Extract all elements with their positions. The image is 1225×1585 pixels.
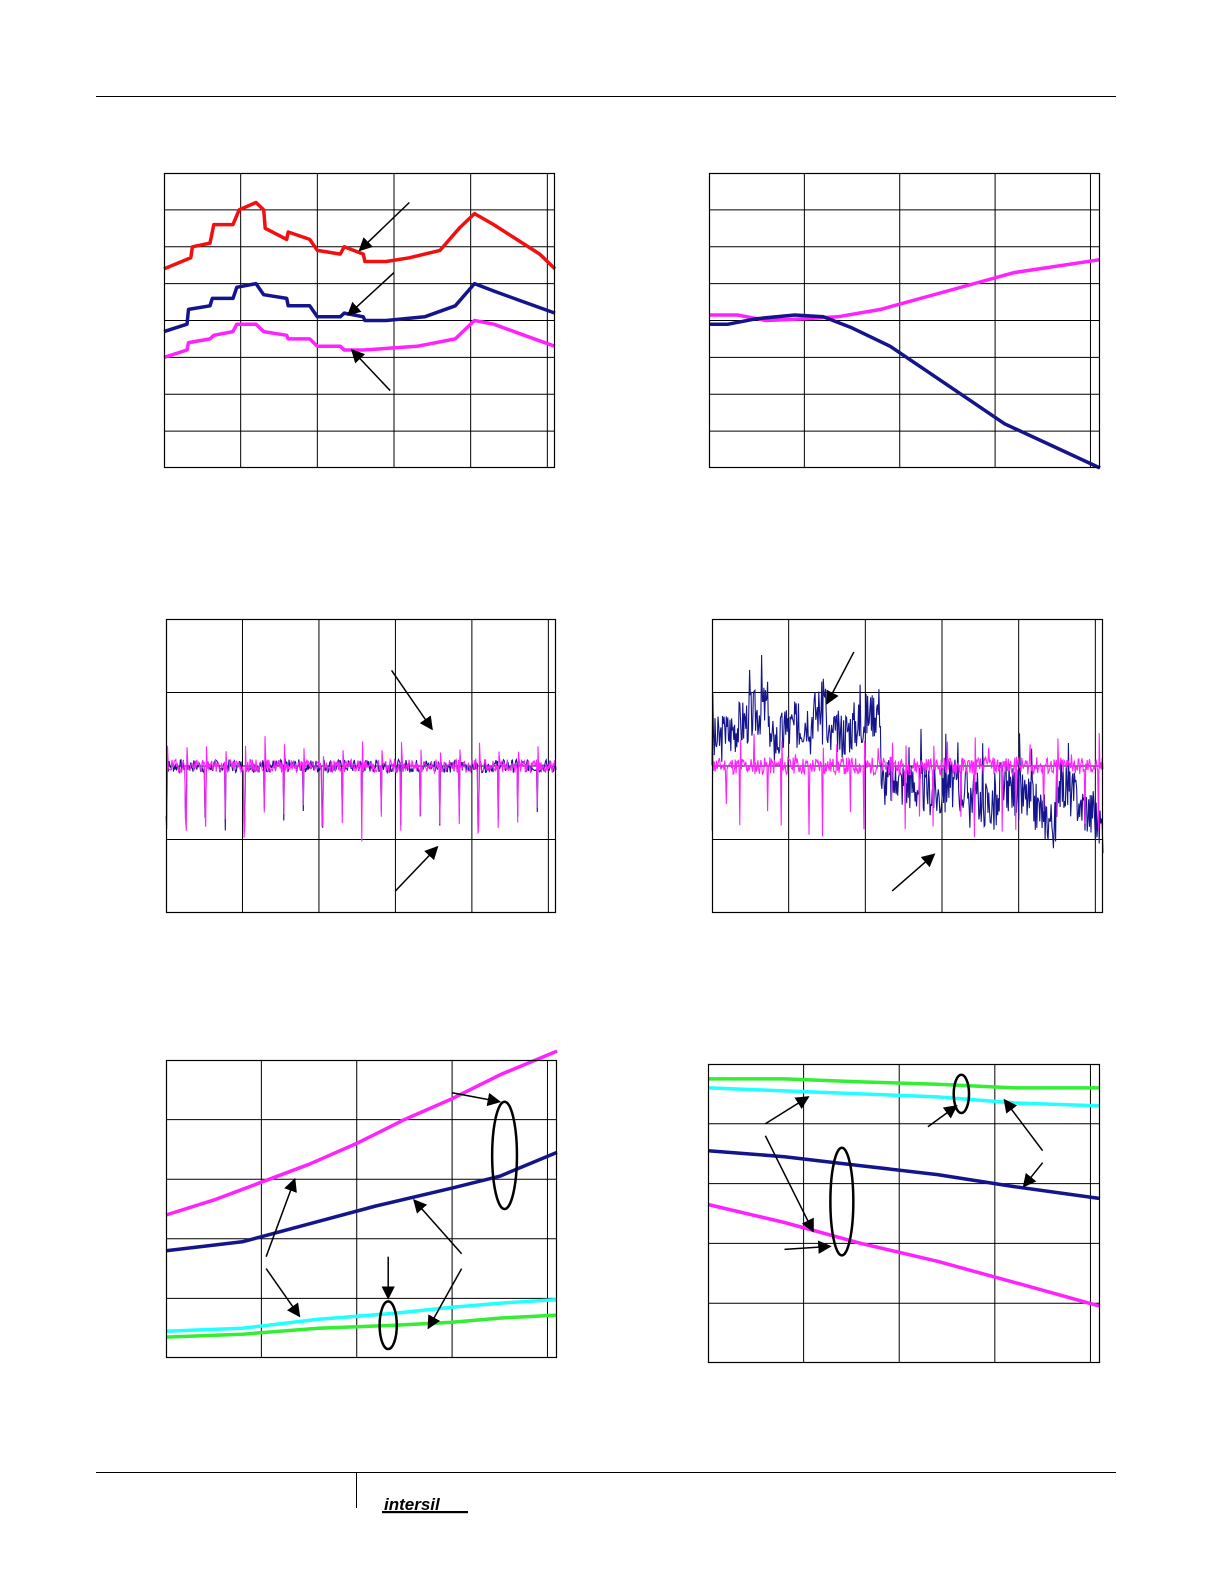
footer-divider (356, 1472, 357, 1508)
annotation-arrow (265, 1177, 297, 1257)
annotation-arrow (413, 1199, 463, 1255)
annotation-ellipse (829, 1146, 855, 1257)
header-rule (96, 96, 1116, 97)
annotation-arrow (764, 1135, 814, 1233)
plot-frame (708, 172, 1101, 469)
series-line-red (163, 200, 557, 271)
series-line-navy (707, 1148, 1101, 1201)
plot-frame (163, 172, 556, 469)
chart-4 (711, 618, 1104, 914)
series-line-navy (163, 281, 556, 334)
series-trace-magenta (711, 732, 1104, 838)
annotation-arrow (427, 1268, 463, 1330)
annotation-arrow (358, 201, 410, 252)
plot-frame (711, 618, 1104, 914)
annotation-arrow (350, 349, 391, 392)
intersil-logo: intersil (382, 1497, 468, 1514)
plot-frame (165, 1059, 558, 1359)
series-line-magenta (707, 1202, 1101, 1308)
series-line-green (165, 1313, 558, 1339)
series-line-green (708, 1077, 1100, 1090)
annotation-arrow (1022, 1162, 1044, 1188)
footer-rule (96, 1472, 1116, 1473)
annotation-arrow (394, 845, 439, 892)
annotation-arrow (784, 1240, 832, 1254)
annotation-arrow (347, 272, 395, 316)
series-line-magenta (163, 318, 556, 360)
chart-6 (707, 1063, 1101, 1364)
annotation-arrow (826, 651, 855, 705)
chart-3 (165, 618, 557, 914)
annotation-ellipse (490, 1100, 519, 1211)
annotation-arrow (390, 670, 433, 731)
annotation-arrow (764, 1096, 810, 1125)
chart-5 (165, 1049, 558, 1359)
annotation-arrow (265, 1268, 301, 1318)
series-line-magenta (709, 257, 1101, 323)
annotation-arrow (927, 1105, 958, 1128)
plot-frame (165, 618, 557, 914)
series-line-navy (709, 313, 1101, 470)
plot-frame (707, 1063, 1101, 1364)
series-line-magenta (165, 1049, 558, 1217)
annotation-arrow (451, 1092, 502, 1107)
series-trace-magenta (165, 736, 557, 842)
annotation-ellipse (952, 1073, 971, 1115)
chart-1 (163, 172, 557, 469)
series-line-cyan (707, 1086, 1101, 1108)
series-trace-navy (711, 654, 1104, 854)
series-line-navy (165, 1150, 558, 1253)
logo-text: intersil (384, 1497, 441, 1514)
chart-2 (708, 172, 1101, 470)
annotation-ellipse (378, 1300, 399, 1351)
annotation-arrow (891, 853, 936, 892)
annotation-arrow (1003, 1098, 1044, 1152)
